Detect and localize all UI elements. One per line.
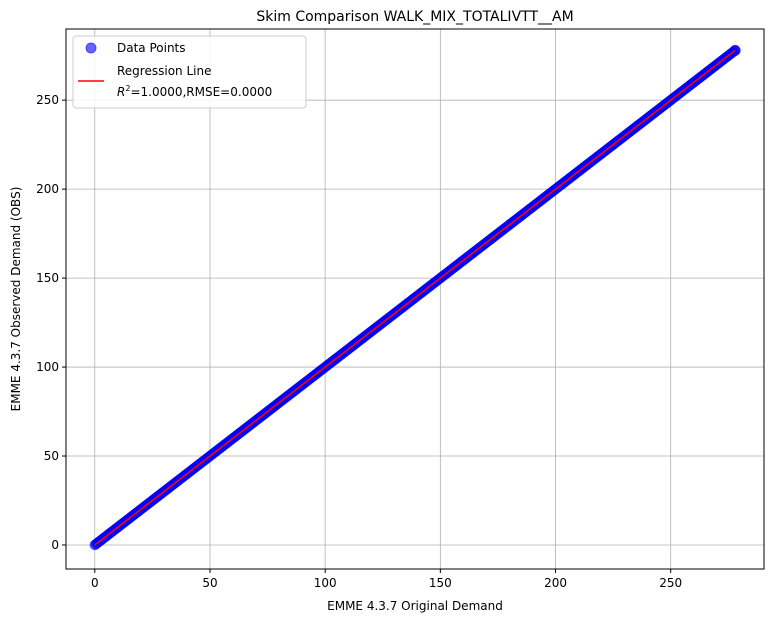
y-tick-label: 250: [36, 93, 59, 107]
x-tick-label: 0: [91, 576, 99, 590]
y-axis-ticks: 0 50 100 150 200 250: [36, 93, 66, 552]
x-axis-ticks: 0 50 100 150 200 250: [91, 569, 682, 590]
legend-scatter-label: Data Points: [117, 41, 186, 55]
legend-scatter-marker: [85, 42, 97, 54]
legend-stats-values: =1.0000,RMSE=0.0000: [130, 85, 272, 99]
legend-stats-label: R2=1.0000,RMSE=0.0000: [117, 84, 272, 99]
y-tick-label: 200: [36, 182, 59, 196]
legend-line-label: Regression Line: [117, 64, 211, 78]
regression-line-group: [94, 49, 736, 546]
chart-title: Skim Comparison WALK_MIX_TOTALIVTT__AM: [256, 9, 573, 25]
regression-line: [94, 49, 736, 546]
legend-stats-r: R: [117, 85, 125, 99]
x-tick-label: 50: [202, 576, 217, 590]
x-tick-label: 250: [659, 576, 682, 590]
legend-stats-sup: 2: [125, 84, 130, 93]
x-axis-label: EMME 4.3.7 Original Demand: [327, 599, 503, 613]
y-tick-label: 150: [36, 271, 59, 285]
x-tick-label: 100: [314, 576, 337, 590]
y-tick-label: 0: [51, 538, 59, 552]
legend: Data Points Regression Line R2=1.0000,RM…: [72, 35, 307, 109]
plot-frame: [65, 28, 765, 570]
x-tick-label: 200: [544, 576, 567, 590]
legend-box: [72, 35, 307, 109]
y-tick-label: 100: [36, 360, 59, 374]
x-tick-label: 150: [429, 576, 452, 590]
y-tick-label: 50: [44, 449, 59, 463]
y-axis-label: EMME 4.3.7 Observed Demand (OBS): [9, 187, 23, 412]
